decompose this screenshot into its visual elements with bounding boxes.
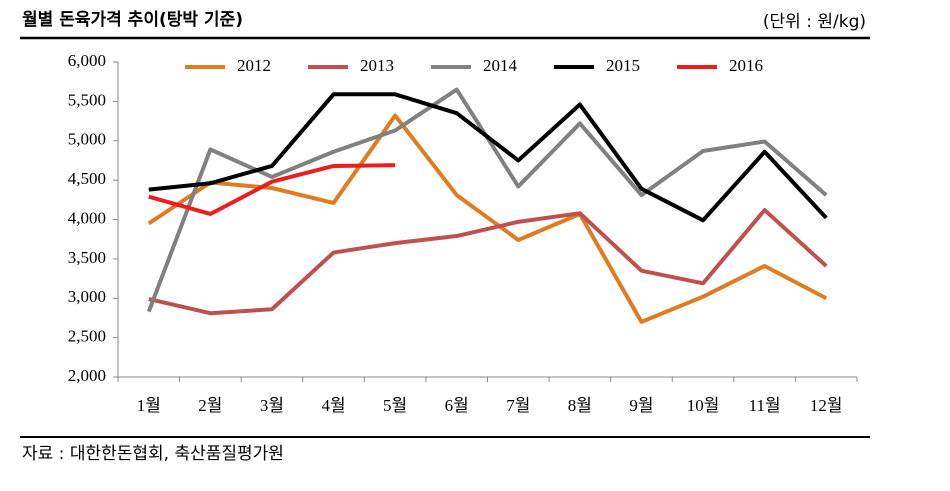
x-tick-label: 7월 [506, 396, 530, 415]
x-tick-label: 6월 [445, 396, 469, 415]
y-tick-label: 3,500 [68, 248, 106, 267]
chart-title: 월별 돈육가격 추이(탕박 기준) [22, 10, 243, 30]
y-tick-label: 4,000 [68, 208, 106, 227]
series-line [146, 87, 828, 313]
x-tick-label: 2월 [198, 396, 222, 415]
x-tick-label: 1월 [137, 396, 161, 415]
legend-label: 2012 [237, 56, 271, 75]
x-tick-label: 9월 [629, 396, 653, 415]
x-tick-label: 10월 [687, 396, 720, 415]
y-tick-label: 5,500 [68, 90, 106, 109]
y-tick-label: 3,000 [68, 287, 106, 306]
legend-label: 2015 [606, 56, 640, 75]
legend-label: 2016 [729, 56, 763, 75]
legend-label: 2013 [360, 56, 394, 75]
y-tick-label: 5,000 [68, 130, 106, 149]
y-tick-label: 2,000 [68, 366, 106, 385]
x-tick-label: 12월 [810, 396, 843, 415]
x-tick-label: 8월 [568, 396, 592, 415]
y-tick-label: 4,500 [68, 169, 106, 188]
x-tick-label: 3월 [260, 396, 284, 415]
series-line [148, 92, 828, 223]
x-tick-label: 11월 [749, 396, 781, 415]
y-tick-label: 2,500 [68, 327, 106, 346]
legend-label: 2014 [483, 56, 518, 75]
series-line [148, 208, 828, 316]
x-tick-label: 4월 [321, 396, 345, 415]
unit-note: (단위 : 원/kg) [763, 12, 866, 32]
series-line [148, 163, 396, 216]
source-note: 자료 : 대한한돈협회, 축산품질평가원 [22, 444, 284, 464]
y-tick-label: 6,000 [68, 51, 106, 70]
x-tick-label: 5월 [383, 396, 407, 415]
